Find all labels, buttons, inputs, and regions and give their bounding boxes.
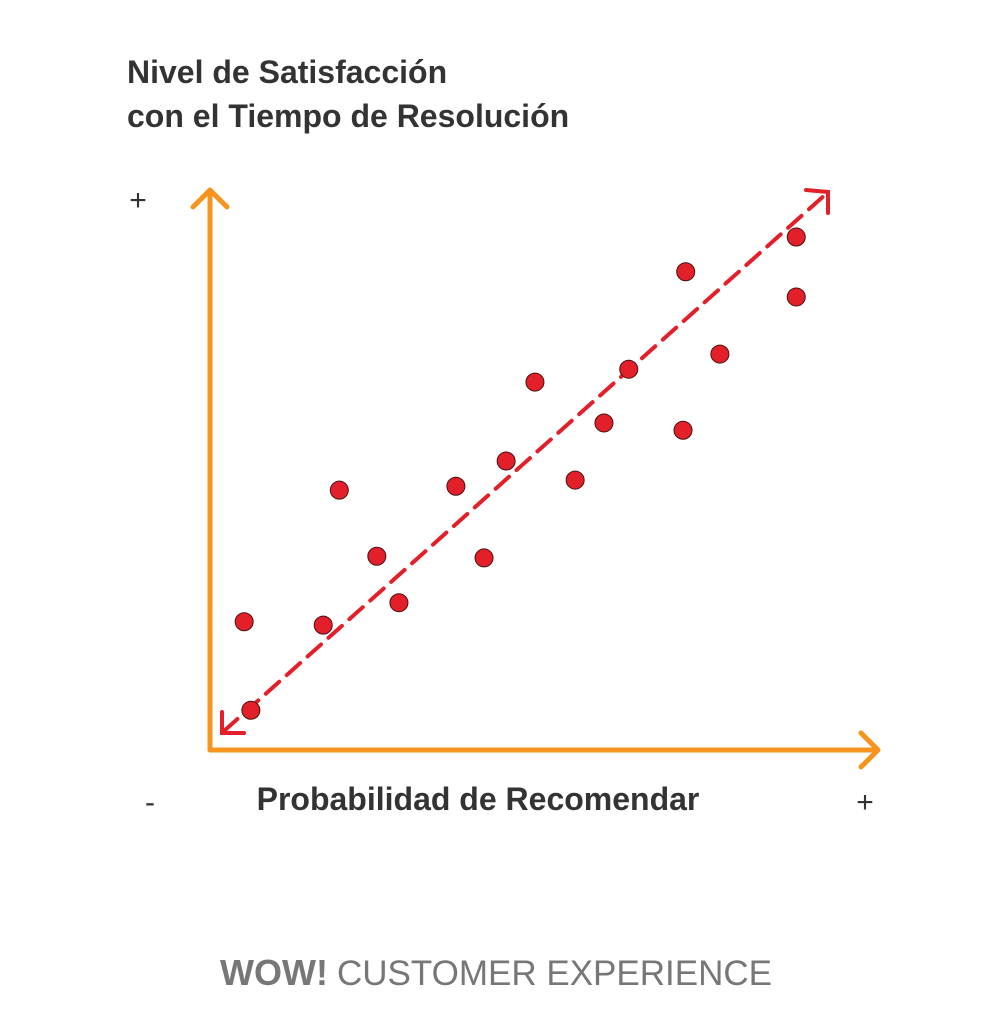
point xyxy=(565,470,585,490)
x-axis-label: Probabilidad de Recomendar xyxy=(257,781,700,817)
point xyxy=(710,344,730,364)
chart-title: con el Tiempo de Resolución xyxy=(127,98,569,134)
point xyxy=(496,451,516,471)
point xyxy=(676,262,696,282)
axes xyxy=(190,187,881,770)
point xyxy=(786,287,806,307)
point xyxy=(474,548,494,568)
point xyxy=(619,359,639,379)
point xyxy=(673,420,693,440)
footer-text: CUSTOMER EXPERIENCE xyxy=(337,954,772,993)
point xyxy=(525,372,545,392)
x-axis xyxy=(207,730,881,770)
point xyxy=(234,612,254,632)
x-min-label: - xyxy=(145,786,155,819)
point xyxy=(241,700,261,720)
point xyxy=(446,476,466,496)
y-axis xyxy=(190,187,230,753)
point xyxy=(367,546,387,566)
point xyxy=(313,615,333,635)
point xyxy=(786,227,806,247)
x-max-label: + xyxy=(856,786,874,819)
point xyxy=(594,413,614,433)
y-max-label: + xyxy=(129,184,147,217)
point xyxy=(389,593,409,613)
footer-brand: WOW! xyxy=(220,952,328,993)
point xyxy=(329,480,349,500)
chart-title: Nivel de Satisfacción xyxy=(127,54,447,90)
trend-arrow xyxy=(220,188,830,735)
